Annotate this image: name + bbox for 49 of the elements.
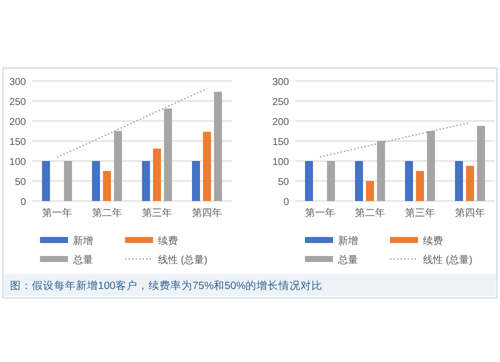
bar [405, 161, 413, 201]
y-tick-label: 200 [272, 117, 290, 128]
y-tick-label: 0 [283, 197, 290, 208]
bar [466, 166, 474, 201]
text: 图：假设每年新增100客户，续费率为75%和50%的增长情况对比 [10, 279, 323, 292]
bar [103, 171, 111, 201]
y-tick-label: 100 [9, 157, 26, 168]
legend-label: 续费 [423, 235, 443, 247]
bar [203, 132, 211, 201]
bar [92, 161, 100, 201]
legend-label: 线性 (总量) [158, 254, 208, 266]
y-tick-label: 150 [272, 137, 290, 148]
bar [214, 92, 222, 201]
x-tick-label: 第二年 [355, 207, 385, 219]
x-tick-label: 第三年 [405, 207, 435, 219]
y-tick-label: 150 [9, 137, 26, 148]
y-tick-label: 50 [14, 177, 26, 188]
y-tick-label: 50 [278, 177, 290, 188]
bar [416, 171, 424, 201]
bar [142, 161, 150, 201]
bar [366, 181, 374, 201]
legend-label: 总量 [72, 254, 93, 266]
bar [153, 148, 161, 201]
bar [477, 126, 485, 201]
y-tick-label: 300 [9, 77, 26, 88]
legend-label: 线性 (总量) [423, 254, 472, 266]
x-tick-label: 第二年 [92, 207, 122, 219]
legend-label: 续费 [158, 235, 178, 247]
y-tick-label: 250 [272, 97, 290, 108]
x-tick-label: 第四年 [192, 207, 222, 219]
y-tick-label: 100 [272, 157, 290, 168]
bar [64, 161, 72, 201]
bar [355, 161, 363, 201]
y-tick-label: 0 [20, 197, 26, 208]
legend-label: 新增 [338, 235, 358, 247]
x-tick-label: 第四年 [455, 207, 485, 219]
bar [305, 161, 313, 201]
bar [455, 161, 463, 201]
y-tick-label: 250 [9, 97, 26, 108]
x-tick-label: 第三年 [142, 207, 172, 219]
bar [192, 161, 200, 201]
bar [327, 161, 335, 201]
y-tick-label: 300 [272, 77, 290, 88]
x-tick-label: 第一年 [42, 207, 72, 219]
legend-label: 总量 [337, 254, 358, 266]
legend-label: 新增 [73, 235, 93, 247]
x-tick-label: 第一年 [305, 207, 335, 219]
bar [42, 161, 50, 201]
y-tick-label: 200 [9, 117, 26, 128]
